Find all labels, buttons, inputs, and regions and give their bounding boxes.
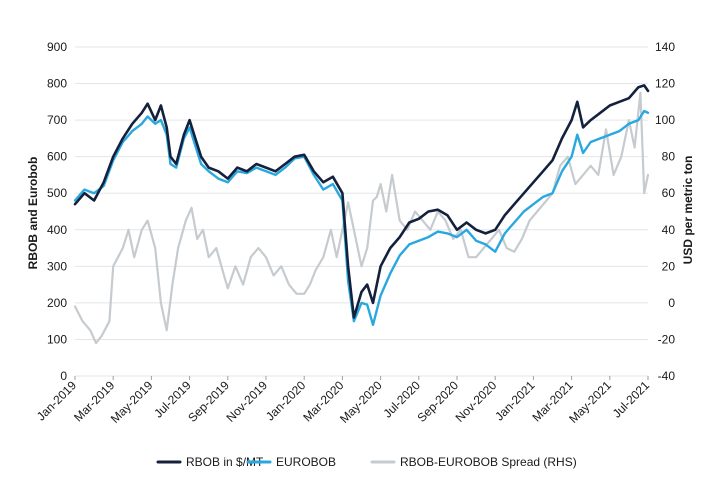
left-tick-label: 200 (47, 296, 67, 310)
right-tick-label: 60 (662, 186, 676, 200)
x-tick-label: May-2020 (337, 378, 385, 426)
right-tick-label: -20 (658, 332, 676, 346)
left-tick-label: 700 (47, 113, 67, 127)
right-tick-label: 120 (655, 77, 675, 91)
left-tick-label: 300 (47, 259, 67, 273)
left-tick-label: 400 (47, 223, 67, 237)
legend-label: RBOB in $/MT (186, 455, 264, 469)
right-axis-title: USD per metric ton (681, 156, 695, 265)
right-tick-label: -40 (658, 369, 676, 383)
x-axis-ticks: Jan-2019Mar-2019May-2019Jul-2019Sep-2019… (34, 376, 653, 426)
left-tick-label: 0 (60, 369, 67, 383)
left-tick-label: 900 (47, 40, 67, 54)
legend-item: RBOB-EUROBOB Spread (RHS) (370, 455, 577, 469)
x-tick-label: May-2021 (566, 378, 614, 426)
legend: RBOB in $/MT EUROBOB RBOB-EUROBOB Spread (… (156, 455, 577, 469)
series-line-rbob-in-mt (73, 84, 650, 319)
right-tick-label: 40 (662, 223, 676, 237)
left-tick-label: 500 (47, 186, 67, 200)
right-tick-label: 0 (668, 296, 675, 310)
gridlines (75, 46, 648, 377)
legend-item: RBOB in $/MT (156, 455, 264, 469)
legend-label: EUROBOB (276, 455, 336, 469)
right-axis-ticks: -40 -20 0 20 40 60 80 100 120 140 (655, 40, 675, 383)
x-tick-label: Jul-2021 (610, 378, 653, 421)
x-tick-label: Nov-2019 (223, 378, 270, 425)
left-axis-title: RBOB and Eurobob (26, 157, 40, 270)
legend-item: EUROBOB (246, 455, 336, 469)
right-tick-label: 20 (662, 259, 676, 273)
left-tick-label: 800 (47, 77, 67, 91)
right-tick-label: 140 (655, 40, 675, 54)
left-tick-label: 100 (47, 332, 67, 346)
left-axis-ticks: 0 100 200 300 400 500 600 700 800 900 (47, 40, 67, 383)
x-tick-label: May-2019 (108, 378, 156, 426)
right-tick-label: 100 (655, 113, 675, 127)
legend-label: RBOB-EUROBOB Spread (RHS) (400, 455, 577, 469)
left-tick-label: 600 (47, 150, 67, 164)
right-tick-label: 80 (662, 150, 676, 164)
x-tick-label: Nov-2020 (453, 378, 500, 425)
series-lines (73, 84, 650, 345)
